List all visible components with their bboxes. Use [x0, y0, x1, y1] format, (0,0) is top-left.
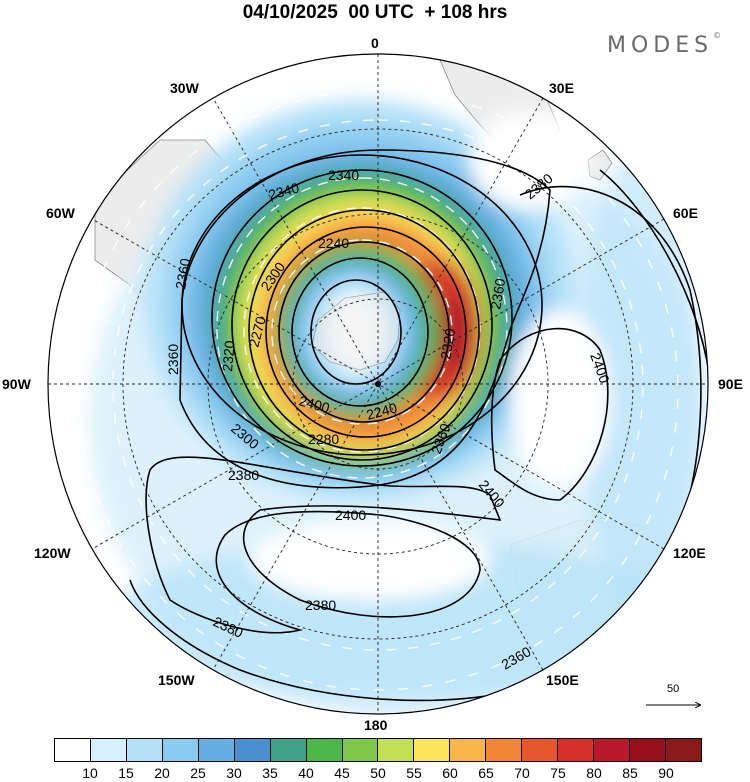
contour-label: 2360 — [172, 257, 193, 291]
colorbar-tick-label: 15 — [118, 765, 134, 781]
lon-label-60w: 60W — [46, 205, 75, 221]
colorbar-tick-label: 40 — [298, 765, 314, 781]
modes-logo: MODES© — [607, 31, 722, 58]
contour-label: 2320 — [437, 327, 458, 361]
lon-label-150e: 150E — [546, 672, 579, 688]
colorbar-swatch — [378, 739, 415, 761]
colorbar-tick-label: 45 — [334, 765, 350, 781]
colorbar-swatch — [90, 739, 127, 761]
copyright-mark: © — [713, 31, 722, 40]
colorbar-tick-label: 55 — [406, 765, 422, 781]
colorbar-tick-label: 30 — [226, 765, 242, 781]
colorbar-swatch — [162, 739, 199, 761]
colorbar-swatch — [414, 739, 451, 761]
colorbar-tick-label: 65 — [478, 765, 494, 781]
wind-ring-5 — [77, 89, 679, 691]
lon-label-60e: 60E — [673, 205, 698, 221]
lon-label-90e: 90E — [718, 376, 743, 392]
contour-label: 2280 — [308, 431, 339, 447]
colorbar-tick-label: 85 — [622, 765, 638, 781]
map-disk: 2340 2340 2380 2240 2360 2360 2360 2300 … — [48, 54, 708, 714]
shade-calm-south — [250, 520, 490, 600]
contour-2380-ring — [179, 149, 551, 489]
land-madagascar — [587, 149, 613, 181]
contour-label: 2270 — [245, 314, 269, 348]
lon-label-180: 180 — [364, 717, 388, 733]
colorbar-swatch — [665, 739, 701, 761]
contour-2380-south — [145, 456, 502, 634]
wind-speed-shading — [90, 100, 708, 714]
colorbar — [54, 738, 702, 762]
colorbar-swatch — [522, 739, 559, 761]
shade-calm-north — [470, 110, 590, 210]
south-pole-marker — [375, 381, 381, 387]
colorbar-swatch — [126, 739, 163, 761]
colorbar-swatch — [270, 739, 307, 761]
colorbar-swatch — [306, 739, 343, 761]
colorbar-tick-label: 60 — [442, 765, 458, 781]
colorbar-tick-label: 70 — [514, 765, 530, 781]
colorbar-tick-label: 50 — [370, 765, 386, 781]
wind-ring-4 — [112, 119, 644, 651]
contour-label: 2320 — [219, 340, 238, 373]
shade-right-band — [580, 150, 700, 610]
map-boundary — [47, 53, 709, 715]
colorbar-swatch — [486, 739, 523, 761]
lon-label-90w: 90W — [2, 376, 31, 392]
contour-label: 2240 — [365, 399, 399, 423]
colorbar-tick-label: 75 — [550, 765, 566, 781]
contour-2280 — [265, 226, 467, 438]
contour-label: 2400 — [297, 392, 331, 416]
contour-label: 2360 — [487, 277, 508, 311]
contour-2320 — [231, 189, 493, 461]
contour-2400-east — [490, 327, 609, 501]
contour-label: 2380 — [305, 597, 336, 613]
map-title: 04/10/2025 00 UTC + 108 hrs — [242, 2, 508, 23]
contour-label: 2400 — [335, 507, 366, 523]
reference-vector-label: 50 — [667, 683, 680, 695]
shade-calm-east — [510, 310, 610, 490]
contour-label: 2340 — [328, 167, 359, 183]
wind-vectors — [77, 89, 679, 691]
colorbar-tick-label: 90 — [658, 765, 674, 781]
colorbar-tick-label: 25 — [190, 765, 206, 781]
lon-label-0: 0 — [371, 35, 379, 51]
colorbar-swatch — [594, 739, 630, 761]
colorbar-swatch — [198, 739, 235, 761]
shade-south-band — [110, 540, 690, 700]
colorbar-tick-label: 80 — [586, 765, 602, 781]
contour-label: 2360 — [165, 344, 181, 375]
colorbar-swatch — [450, 739, 487, 761]
lon-label-150w: 150W — [158, 672, 195, 688]
contour-2240 — [291, 257, 429, 407]
colorbar-tick-label: 10 — [82, 765, 98, 781]
contour-2300 — [248, 209, 480, 451]
lon-label-30w: 30W — [170, 80, 199, 96]
colorbar-tick-label: 20 — [154, 765, 170, 781]
logo-text: MODES — [607, 33, 714, 58]
contour-2220 — [310, 279, 402, 385]
colorbar-swatch — [630, 739, 666, 761]
colorbar-swatch — [558, 739, 595, 761]
lon-label-120w: 120W — [34, 545, 71, 561]
wind-ring-1 — [216, 177, 508, 479]
colorbar-swatch — [55, 739, 91, 761]
wind-ring-2 — [243, 207, 481, 453]
contour-label: 2340 — [267, 179, 301, 203]
contour-label: 2240 — [318, 235, 349, 251]
lon-label-30e: 30E — [549, 80, 574, 96]
colorbar-swatch — [234, 739, 271, 761]
lon-label-120e: 120E — [673, 545, 706, 561]
colorbar-tick-label: 35 — [262, 765, 278, 781]
colorbar-swatch — [342, 739, 379, 761]
contour-2260 — [278, 241, 450, 423]
contour-label: 2380 — [228, 467, 259, 483]
contour-2340 — [211, 169, 513, 467]
